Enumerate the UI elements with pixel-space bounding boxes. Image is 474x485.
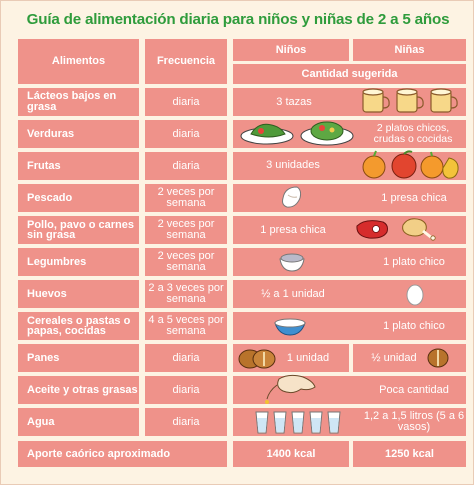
row-food-aceite: Aceite y otras grasas [18, 376, 139, 404]
egg-icon [406, 284, 424, 306]
total-ninas: 1250 kcal [353, 441, 466, 467]
row-food-pollo: Pollo, pavo o carnes sin grasa [18, 216, 139, 244]
row-food-cereales: Cereales o pastas o papas, cocidas [18, 312, 139, 340]
header-ninas: Niñas [353, 39, 466, 61]
row-ninas-legumbres: 1 plato chico [383, 256, 445, 268]
row-ninas-panes: ½ unidad [371, 352, 417, 364]
fish-fillet-icon [282, 186, 302, 208]
row-freq-lacteos: diaria [145, 88, 227, 116]
row-qty-pollo [233, 216, 466, 244]
row-freq-aceite: diaria [145, 376, 227, 404]
bread-roll-icon [427, 348, 449, 368]
row-ninas-agua: 1,2 a 1,5 litros (5 a 6 vasos) [363, 410, 465, 433]
row-ninos-pollo: 1 presa chica [260, 224, 326, 236]
row-food-verduras: Verduras [18, 120, 139, 148]
row-food-panes: Panes [18, 344, 139, 372]
row-qty-pescado [233, 184, 466, 212]
row-food-lacteos: Lácteos bajos en grasa [18, 88, 139, 116]
row-qty-huevos [233, 280, 466, 308]
chicken-leg-icon [402, 218, 436, 241]
total-label: Aporte caórico aproximado [18, 441, 227, 467]
row-freq-verduras: diaria [145, 120, 227, 148]
row-freq-huevos: 2 a 3 veces por semana [145, 280, 227, 308]
row-qty-legumbres [233, 248, 466, 276]
row-ninos-frutas: 3 unidades [266, 159, 320, 171]
total-ninos: 1400 kcal [233, 441, 349, 467]
row-food-agua: Agua [18, 408, 139, 436]
row-ninos-panes: 1 unidad [286, 352, 330, 364]
header-ninos: Niños [233, 39, 349, 61]
row-qty-agua [233, 408, 466, 436]
salad-plate-icon [240, 121, 354, 146]
oil-pour-hand-icon [265, 374, 316, 404]
row-food-frutas: Frutas [18, 152, 139, 180]
bread-roll-icon [238, 349, 276, 369]
water-glass-icon [255, 411, 341, 434]
row-freq-frutas: diaria [145, 152, 227, 180]
milk-cup-icon [362, 88, 458, 113]
row-ninas-pescado: 1 presa chica [381, 192, 447, 204]
row-qty-lacteos [233, 88, 466, 116]
row-food-pescado: Pescado [18, 184, 139, 212]
header-cantidad-sugerida: Cantidad sugerida [233, 64, 466, 84]
row-food-legumbres: Legumbres [18, 248, 139, 276]
row-freq-cereales: 4 a 5 veces por semana [145, 312, 227, 340]
row-freq-legumbres: 2 veces por semana [145, 248, 227, 276]
row-freq-pollo: 2 veces por semana [145, 216, 227, 244]
header-frecuencia: Frecuencia [145, 39, 227, 84]
row-ninas-aceite: Poca cantidad [379, 384, 449, 396]
fruit-icon [362, 150, 459, 179]
meat-steak-icon [356, 220, 388, 239]
header-alimentos: Alimentos [18, 39, 139, 84]
row-ninos-lacteos: 3 tazas [276, 96, 312, 108]
row-qty-cereales [233, 312, 466, 340]
row-freq-panes: diaria [145, 344, 227, 372]
row-ninas-cereales: 1 plato chico [383, 320, 445, 332]
row-freq-pescado: 2 veces por semana [145, 184, 227, 212]
row-freq-agua: diaria [145, 408, 227, 436]
row-ninos-huevos: ½ a 1 unidad [261, 288, 325, 300]
beans-bowl-icon [279, 253, 305, 272]
page-title: Guía de alimentación diaria para niños y… [26, 11, 450, 28]
row-food-huevos: Huevos [18, 280, 139, 308]
row-ninas-verduras: 2 platos chicos, crudas o cocidas [373, 122, 453, 145]
rice-bowl-icon [274, 318, 306, 336]
